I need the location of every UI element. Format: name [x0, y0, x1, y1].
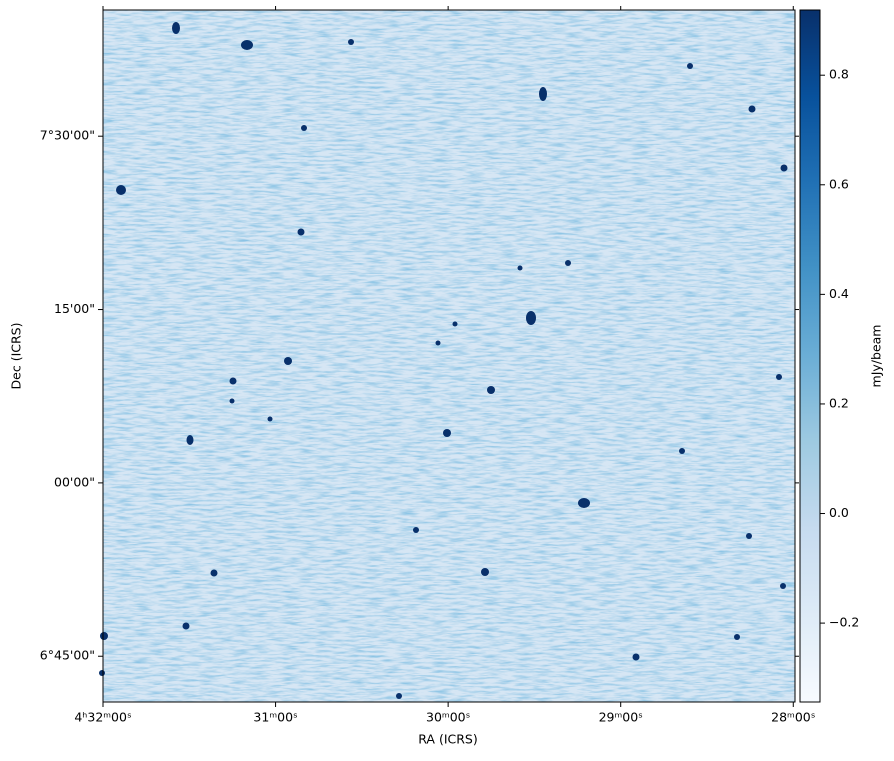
y-axis-label: Dec (ICRS) [9, 323, 24, 390]
sources [99, 22, 788, 699]
colorbar [799, 9, 821, 703]
plot-frame [102, 9, 796, 703]
x-tick-label: 4ʰ32ᵐ00ˢ [74, 710, 131, 725]
x-tick-label: 29ᵐ00ˢ [599, 710, 643, 725]
colorbar-tick-label: 0.6 [829, 176, 849, 191]
x-axis-label: RA (ICRS) [418, 732, 478, 747]
colorbar-tick-label: 0.0 [829, 505, 849, 520]
x-tick-label: 28ᵐ00ˢ [771, 710, 815, 725]
colorbar-tick-label: 0.2 [829, 395, 849, 410]
y-tick-label: 7°30'00" [40, 128, 95, 143]
x-tick-label: 31ᵐ00ˢ [253, 710, 297, 725]
y-tick-label: 15'00" [54, 301, 95, 316]
image [99, 10, 795, 702]
colorbar-tick-label: 0.4 [829, 286, 849, 301]
colorbar-tick-label: 0.8 [829, 67, 849, 82]
y-tick-label: 6°45'00" [40, 648, 95, 663]
colorbar-tick-label: −0.2 [829, 615, 859, 630]
colorbar-label: mJy/beam [869, 325, 884, 388]
image-noise [103, 10, 795, 702]
x-tick-label: 30ᵐ00ˢ [426, 710, 470, 725]
y-tick-label: 00'00" [54, 474, 95, 489]
